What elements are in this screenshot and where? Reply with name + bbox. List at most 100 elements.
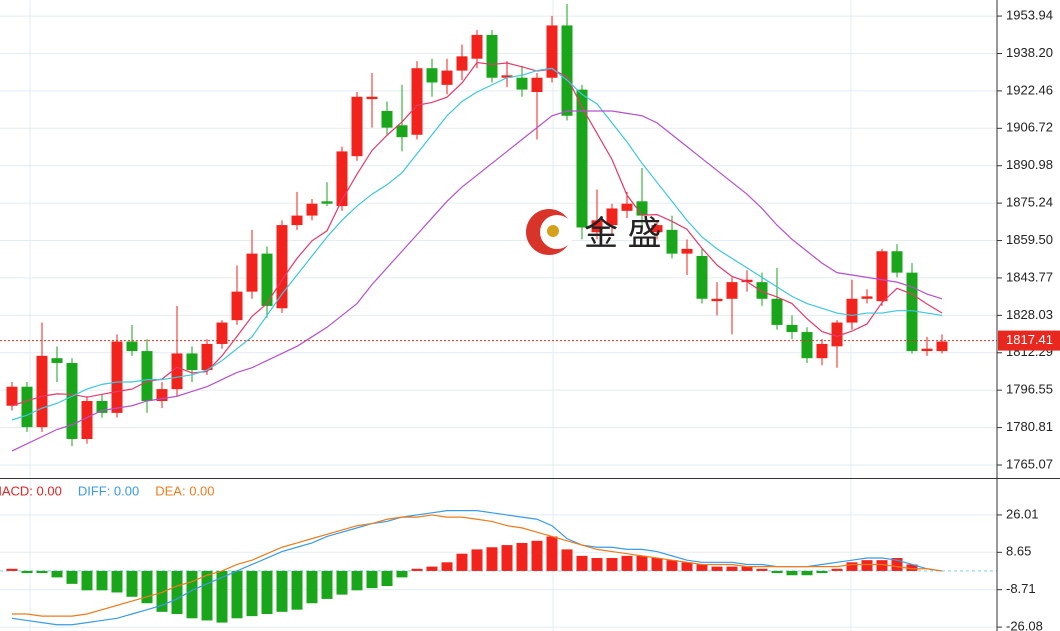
candle-body xyxy=(321,201,333,204)
line-series xyxy=(11,61,943,407)
candle-body xyxy=(771,298,783,325)
candle-body xyxy=(876,251,888,302)
candle-body xyxy=(276,225,288,309)
candle-body xyxy=(936,341,948,352)
histogram-bar xyxy=(261,570,273,614)
watermark: 金 盛 xyxy=(526,209,661,255)
last-price-label: 1817.41 xyxy=(1006,332,1053,347)
histogram-bar xyxy=(861,560,873,571)
histogram-bar xyxy=(381,570,393,587)
histogram-bar xyxy=(621,555,633,571)
histogram-bar xyxy=(591,558,603,571)
candle-body xyxy=(81,400,93,440)
histogram-bar xyxy=(66,570,78,584)
histogram-bar xyxy=(36,570,48,574)
y-tick-label: 1938.20 xyxy=(1006,45,1053,60)
last-price-tag xyxy=(998,330,1060,351)
price-panel xyxy=(0,4,997,466)
histogram-bar xyxy=(576,555,588,571)
candle-body xyxy=(246,253,258,292)
candle-body xyxy=(861,296,873,299)
histogram-bar xyxy=(456,553,468,571)
candle-body xyxy=(906,272,918,352)
histogram-bar xyxy=(396,570,408,578)
histogram-bar xyxy=(501,545,513,571)
legend-entry: MACD: 0.00 xyxy=(0,483,62,498)
candle-body xyxy=(186,353,198,371)
y-tick-label: 1843.77 xyxy=(1006,269,1053,284)
histogram-bar xyxy=(666,560,678,571)
histogram-bar xyxy=(291,570,303,610)
candle-body xyxy=(576,89,588,228)
candle-body xyxy=(216,322,228,344)
histogram-bar xyxy=(216,570,228,623)
candle-body xyxy=(846,298,858,323)
candle-body xyxy=(651,225,663,233)
candle-body xyxy=(396,125,408,138)
histogram-bar xyxy=(561,549,573,571)
candle-body xyxy=(351,96,363,157)
candle-body xyxy=(921,348,933,352)
histogram-bar xyxy=(606,558,618,571)
candle-body xyxy=(306,203,318,216)
histogram-bar xyxy=(126,570,138,597)
histogram-bar xyxy=(336,570,348,595)
candle-body xyxy=(126,341,138,352)
histogram-bar xyxy=(6,568,18,571)
candle-body xyxy=(891,251,903,273)
candle-body xyxy=(66,362,78,440)
histogram-bar xyxy=(96,570,108,591)
y-tick-label: 26.01 xyxy=(1006,506,1039,521)
histogram-bar xyxy=(306,570,318,604)
candle-body xyxy=(831,322,843,347)
histogram-bar xyxy=(441,562,453,571)
histogram-bar xyxy=(21,570,33,574)
histogram-bar xyxy=(711,566,723,571)
histogram-bar xyxy=(846,562,858,571)
histogram-bar xyxy=(651,558,663,571)
y-tick-label: 1922.46 xyxy=(1006,82,1053,97)
legend: MACD: 0.00 DIFF: 0.00 DEA: 0.00 xyxy=(0,483,215,498)
line-series xyxy=(11,110,943,452)
candle-body xyxy=(141,351,153,401)
candle-body xyxy=(441,70,453,85)
candle-body xyxy=(171,353,183,390)
candle-body xyxy=(786,324,798,333)
candle-body xyxy=(516,77,528,90)
candle-body xyxy=(261,253,273,306)
candle-body xyxy=(426,68,438,83)
macd-panel xyxy=(0,510,997,628)
y-axis: 1953.94 1938.20 1922.46 1906.72 1890.98 1875.… xyxy=(997,8,1060,631)
candle-body xyxy=(546,25,558,78)
y-tick-label: 1890.98 xyxy=(1006,157,1053,172)
candle-body xyxy=(711,298,723,302)
line-series xyxy=(11,67,943,421)
candle-body xyxy=(411,68,423,135)
y-tick-label: 1953.94 xyxy=(1006,8,1053,23)
candle-body xyxy=(816,343,828,359)
histogram-bar xyxy=(831,568,843,571)
candle-body xyxy=(96,400,108,413)
candle-body xyxy=(51,358,63,363)
y-tick-label: 1875.24 xyxy=(1006,195,1053,210)
histogram-bar xyxy=(756,568,768,571)
y-tick-label: 8.65 xyxy=(1006,544,1031,559)
histogram-bar xyxy=(786,570,798,576)
candle-body xyxy=(696,255,708,299)
histogram-bar xyxy=(81,570,93,591)
y-tick-label: 1906.72 xyxy=(1006,120,1053,135)
candle-body xyxy=(456,56,468,71)
histogram-bar xyxy=(801,570,813,576)
histogram-bar xyxy=(906,564,918,571)
legend-entry: DEA: 0.00 xyxy=(155,483,214,498)
candle-body xyxy=(6,386,18,406)
histogram-bar xyxy=(876,560,888,571)
histogram-bar xyxy=(546,536,558,571)
histogram-bar xyxy=(696,564,708,571)
candle-body xyxy=(606,208,618,226)
histogram-bar xyxy=(156,570,168,612)
candle-body xyxy=(591,220,603,233)
candle-body xyxy=(471,34,483,59)
line-series xyxy=(12,514,943,617)
histogram-bar xyxy=(141,570,153,604)
